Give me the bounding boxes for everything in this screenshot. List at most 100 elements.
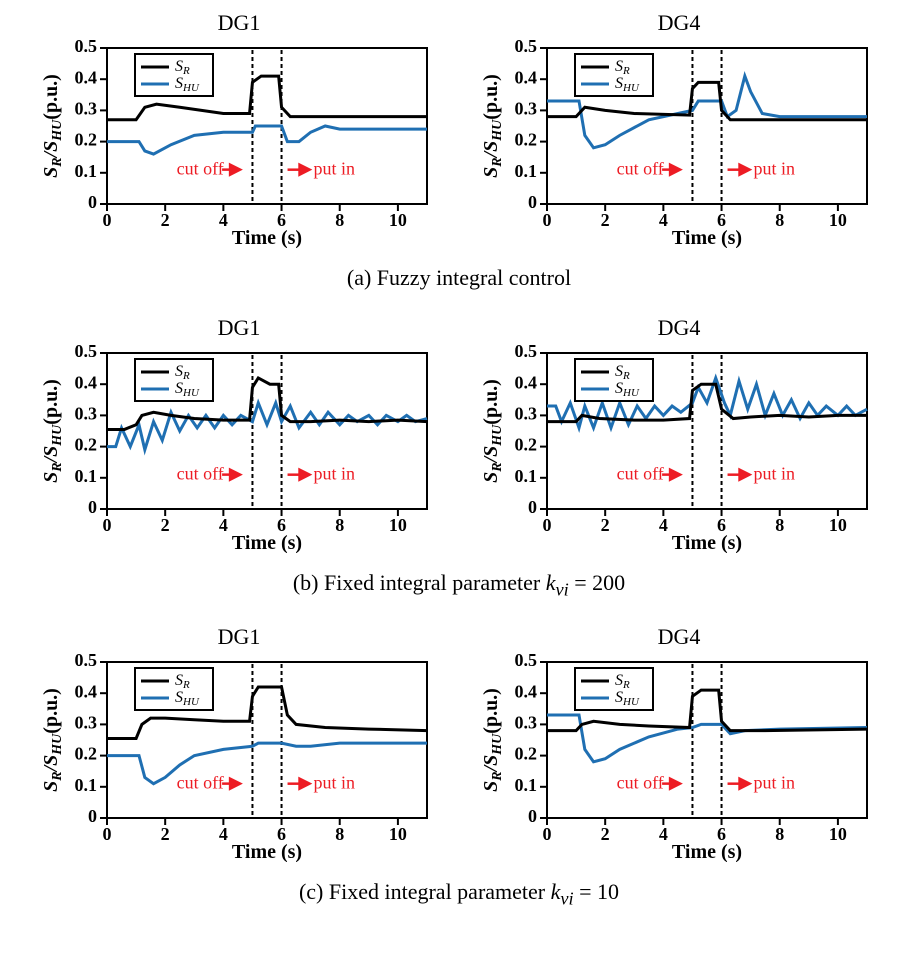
- svg-text:0.1: 0.1: [75, 466, 98, 486]
- caption-b-suffix: = 200: [569, 570, 625, 595]
- svg-text:put in: put in: [754, 773, 796, 793]
- svg-text:put in: put in: [314, 159, 356, 179]
- svg-text:8: 8: [775, 210, 784, 230]
- svg-text:Time (s): Time (s): [232, 227, 302, 248]
- caption-c-suffix: = 10: [574, 879, 619, 904]
- svg-text:0.1: 0.1: [515, 466, 538, 486]
- svg-text:0.4: 0.4: [515, 372, 538, 392]
- svg-text:0.3: 0.3: [515, 713, 538, 733]
- svg-text:4: 4: [659, 210, 668, 230]
- svg-text:SR/SHU(p.u.): SR/SHU(p.u.): [40, 379, 65, 483]
- svg-text:0.2: 0.2: [75, 435, 98, 455]
- svg-text:put in: put in: [314, 773, 356, 793]
- svg-text:cut off: cut off: [617, 773, 664, 793]
- svg-text:0: 0: [528, 497, 537, 517]
- svg-text:0.2: 0.2: [75, 130, 98, 150]
- row-a: DG1 00.10.20.30.40.50246810Time (s)SR/SH…: [10, 10, 898, 253]
- svg-text:2: 2: [601, 824, 610, 844]
- row-b: DG1 00.10.20.30.40.50246810Time (s)SR/SH…: [10, 315, 898, 558]
- caption-b-sub: vi: [556, 579, 569, 599]
- panel-title: DG4: [479, 10, 879, 36]
- svg-text:10: 10: [389, 824, 407, 844]
- panel-title: DG4: [479, 624, 879, 650]
- svg-text:8: 8: [775, 824, 784, 844]
- svg-text:SR/SHU(p.u.): SR/SHU(p.u.): [480, 74, 505, 178]
- svg-text:0.1: 0.1: [515, 775, 538, 795]
- svg-text:0.3: 0.3: [515, 404, 538, 424]
- svg-text:cut off: cut off: [617, 464, 664, 484]
- caption-c: (c) Fixed integral parameter kvi = 10: [10, 879, 898, 909]
- panel-title: DG1: [39, 10, 439, 36]
- svg-text:0.3: 0.3: [75, 713, 98, 733]
- svg-text:cut off: cut off: [177, 773, 224, 793]
- chart-c-dg1: 00.10.20.30.40.50246810Time (s)SR/SHU(p.…: [39, 652, 439, 862]
- svg-text:0.4: 0.4: [75, 682, 98, 702]
- svg-text:0: 0: [88, 497, 97, 517]
- svg-text:Time (s): Time (s): [232, 841, 302, 862]
- svg-text:0: 0: [103, 824, 112, 844]
- svg-text:4: 4: [219, 210, 228, 230]
- svg-text:8: 8: [335, 515, 344, 535]
- svg-text:0.1: 0.1: [75, 775, 98, 795]
- chart-a-dg4: 00.10.20.30.40.50246810Time (s)SR/SHU(p.…: [479, 38, 879, 248]
- caption-b: (b) Fixed integral parameter kvi = 200: [10, 570, 898, 600]
- svg-text:SR/SHU(p.u.): SR/SHU(p.u.): [480, 379, 505, 483]
- svg-text:0.5: 0.5: [75, 652, 98, 670]
- svg-text:0.5: 0.5: [75, 38, 98, 56]
- svg-text:0.1: 0.1: [515, 161, 538, 181]
- svg-text:Time (s): Time (s): [232, 532, 302, 553]
- chart-c-dg4: 00.10.20.30.40.50246810Time (s)SR/SHU(p.…: [479, 652, 879, 862]
- svg-text:2: 2: [161, 210, 170, 230]
- svg-text:0.4: 0.4: [515, 682, 538, 702]
- svg-text:0.3: 0.3: [75, 404, 98, 424]
- svg-text:0.5: 0.5: [75, 343, 98, 361]
- svg-text:cut off: cut off: [617, 159, 664, 179]
- figure-grid: DG1 00.10.20.30.40.50246810Time (s)SR/SH…: [10, 10, 898, 926]
- svg-text:0: 0: [103, 210, 112, 230]
- svg-text:SR/SHU(p.u.): SR/SHU(p.u.): [40, 74, 65, 178]
- svg-text:0: 0: [528, 192, 537, 212]
- svg-text:10: 10: [829, 210, 847, 230]
- svg-text:0: 0: [88, 807, 97, 827]
- svg-text:Time (s): Time (s): [672, 841, 742, 862]
- svg-text:0: 0: [88, 192, 97, 212]
- svg-text:SR/SHU(p.u.): SR/SHU(p.u.): [40, 689, 65, 793]
- svg-text:put in: put in: [754, 159, 796, 179]
- row-c: DG1 00.10.20.30.40.50246810Time (s)SR/SH…: [10, 624, 898, 867]
- caption-c-sub: vi: [560, 889, 573, 909]
- svg-text:4: 4: [659, 515, 668, 535]
- panel-title: DG4: [479, 315, 879, 341]
- svg-text:Time (s): Time (s): [672, 532, 742, 553]
- panel-b-dg1: DG1 00.10.20.30.40.50246810Time (s)SR/SH…: [39, 315, 439, 558]
- svg-text:10: 10: [389, 515, 407, 535]
- panel-a-dg1: DG1 00.10.20.30.40.50246810Time (s)SR/SH…: [39, 10, 439, 253]
- svg-text:0.5: 0.5: [515, 38, 538, 56]
- svg-text:10: 10: [829, 824, 847, 844]
- svg-text:0.1: 0.1: [75, 161, 98, 181]
- svg-text:10: 10: [829, 515, 847, 535]
- svg-text:0.2: 0.2: [515, 130, 538, 150]
- chart-b-dg1: 00.10.20.30.40.50246810Time (s)SR/SHU(p.…: [39, 343, 439, 553]
- caption-c-var: k: [551, 879, 561, 904]
- svg-text:0.2: 0.2: [515, 744, 538, 764]
- caption-b-prefix: (b) Fixed integral parameter: [293, 570, 546, 595]
- caption-b-var: k: [546, 570, 556, 595]
- caption-a: (a) Fuzzy integral control: [10, 265, 898, 291]
- svg-text:put in: put in: [754, 464, 796, 484]
- svg-text:cut off: cut off: [177, 464, 224, 484]
- svg-text:cut off: cut off: [177, 159, 224, 179]
- svg-text:put in: put in: [314, 464, 356, 484]
- svg-text:Time (s): Time (s): [672, 227, 742, 248]
- svg-text:0.3: 0.3: [75, 99, 98, 119]
- svg-text:0: 0: [528, 807, 537, 827]
- chart-a-dg1: 00.10.20.30.40.50246810Time (s)SR/SHU(p.…: [39, 38, 439, 248]
- svg-text:0: 0: [103, 515, 112, 535]
- svg-text:0.2: 0.2: [515, 435, 538, 455]
- svg-text:0.4: 0.4: [75, 372, 98, 392]
- svg-text:0.4: 0.4: [75, 67, 98, 87]
- svg-text:0.5: 0.5: [515, 343, 538, 361]
- svg-text:0.2: 0.2: [75, 744, 98, 764]
- panel-c-dg1: DG1 00.10.20.30.40.50246810Time (s)SR/SH…: [39, 624, 439, 867]
- svg-text:8: 8: [335, 210, 344, 230]
- svg-text:8: 8: [775, 515, 784, 535]
